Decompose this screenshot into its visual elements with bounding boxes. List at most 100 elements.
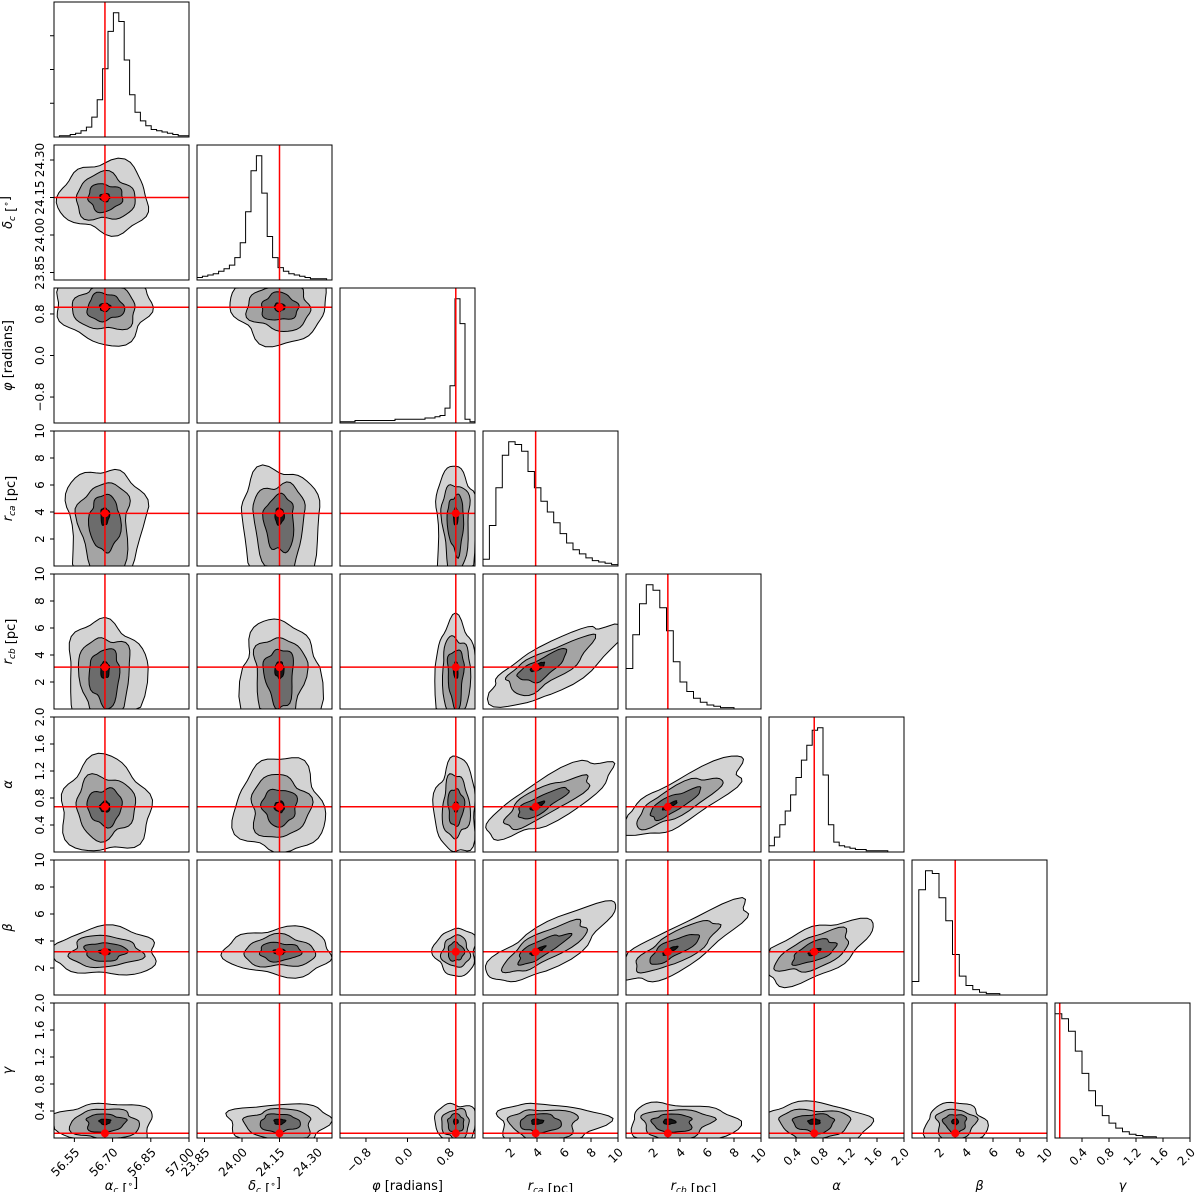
panel-frame [196,716,333,853]
y-tick-label: 23.85 [33,255,47,289]
x-tick-label: 56.55 [48,1145,82,1179]
y-tick-label: 2 [33,535,47,543]
panel-content [769,717,904,852]
panel-content [626,574,761,709]
panel-ac-be: 2 4 6 8 10 β [1,852,190,996]
panel-frame [1054,1002,1191,1139]
truth-point [531,663,540,672]
panel-frame [339,859,476,996]
panel-rca-rcb [482,573,619,710]
contour-level-4 [662,1118,677,1125]
panel-dc-be [196,859,333,996]
histogram-rcb [626,584,761,709]
panel-content [197,717,332,852]
x-tick-label: 10 [605,1145,626,1166]
histogram-be [912,870,1047,995]
panel-frame [339,573,476,710]
x-tick-label: 8 [727,1145,742,1160]
contour-level-3 [517,933,573,966]
panel-content [769,1003,904,1138]
panel-content [340,431,475,566]
x-tick-label: 0.8 [808,1145,831,1168]
histogram-rca [483,441,618,566]
panel-be-ga: 2 4 6 8 10 β [911,1002,1055,1192]
panel-ac-phi: −0.8 0.0 0.8 φ [radians] [1,287,190,424]
hist-panel-ga: 0.4 0.8 1.2 1.6 2.0 γ [1054,1002,1198,1192]
truth-point [275,303,284,312]
panel-frame [625,573,762,710]
y-tick-label: 8 [33,454,47,462]
histogram-phi [340,298,475,423]
y-tick-label: 6 [33,481,47,489]
x-tick-label: 56.70 [86,1145,120,1179]
panel-phi-al [339,716,476,853]
y-tick-label: 10 [33,852,47,867]
hist-panel-phi [339,287,476,424]
panel-content [340,1003,475,1138]
panel-rca-ga: 2 4 6 8 10 rca [pc] [482,1002,626,1192]
x-tick-label: 1.6 [862,1145,885,1168]
panel-frame [482,430,619,567]
y-tick-label: 2.0 [33,993,47,1012]
x-tick-label: 2 [646,1145,661,1160]
x-tick-label: 10 [1034,1145,1055,1166]
y-tick-label: 0.4 [33,1101,47,1120]
panel-dc-rca [196,430,333,567]
panel-content [54,860,189,995]
truth-point [451,509,460,518]
truth-point [951,1129,960,1138]
x-tick-label: 24.15 [253,1145,287,1179]
y-tick-label: 1.2 [33,761,47,780]
panel-frame [53,1002,190,1139]
panel-phi-ga: −0.8 0.0 0.8 φ [radians] [339,1002,476,1192]
y-axis-label-be: β [1,923,16,932]
y-axis-label-dc: δc [∘] [0,196,19,229]
x-tick-label: 56.85 [125,1145,159,1179]
panel-content [54,574,189,709]
y-tick-label: 1.6 [33,734,47,753]
panel-frame [53,144,190,281]
x-tick-label: −0.8 [344,1145,375,1176]
hist-panel-be [911,859,1048,996]
y-tick-label: 1.2 [33,1047,47,1066]
panel-content [340,860,475,995]
panel-frame [768,716,905,853]
panel-content [483,431,618,566]
truth-point [810,1129,819,1138]
truth-point [100,1129,109,1138]
panel-content [769,860,904,995]
y-tick-label: 8 [33,597,47,605]
y-tick-label: 24.15 [33,180,47,214]
y-axis-label-al: α [1,780,16,789]
contour-level-4 [530,1118,545,1125]
panel-content [54,145,189,280]
y-tick-label: 1.6 [33,1020,47,1039]
truth-point [810,947,819,956]
panel-frame [339,430,476,567]
panel-frame [482,859,619,996]
truth-point [451,1129,460,1138]
panel-rcb-ga: 2 4 6 8 10 rcb [pc] [625,1002,769,1192]
y-tick-label: 2.0 [33,707,47,726]
hist-panel-dc [196,144,333,281]
panel-frame [53,716,190,853]
panel-content [626,717,761,852]
x-tick-label: 0.4 [781,1145,804,1168]
panel-phi-rcb [339,573,476,710]
x-axis-label-phi: φ [radians] [372,1179,443,1192]
truth-point [451,947,460,956]
truth-point [275,947,284,956]
x-tick-label: 6 [700,1145,715,1160]
panel-ac-dc: 23.85 24.00 24.15 24.30 δc [∘] [0,143,190,290]
panel-frame [482,716,619,853]
hist-panel-rcb [625,573,762,710]
panel-frame [482,1002,619,1139]
panel-ac-al: 0.4 0.8 1.2 1.6 2.0 α [1,707,190,853]
panel-frame [911,859,1048,996]
y-tick-label: 0.8 [33,304,47,323]
y-tick-label: 6 [33,624,47,632]
y-axis-label-phi: φ [radians] [1,320,16,391]
panel-content [197,860,332,995]
